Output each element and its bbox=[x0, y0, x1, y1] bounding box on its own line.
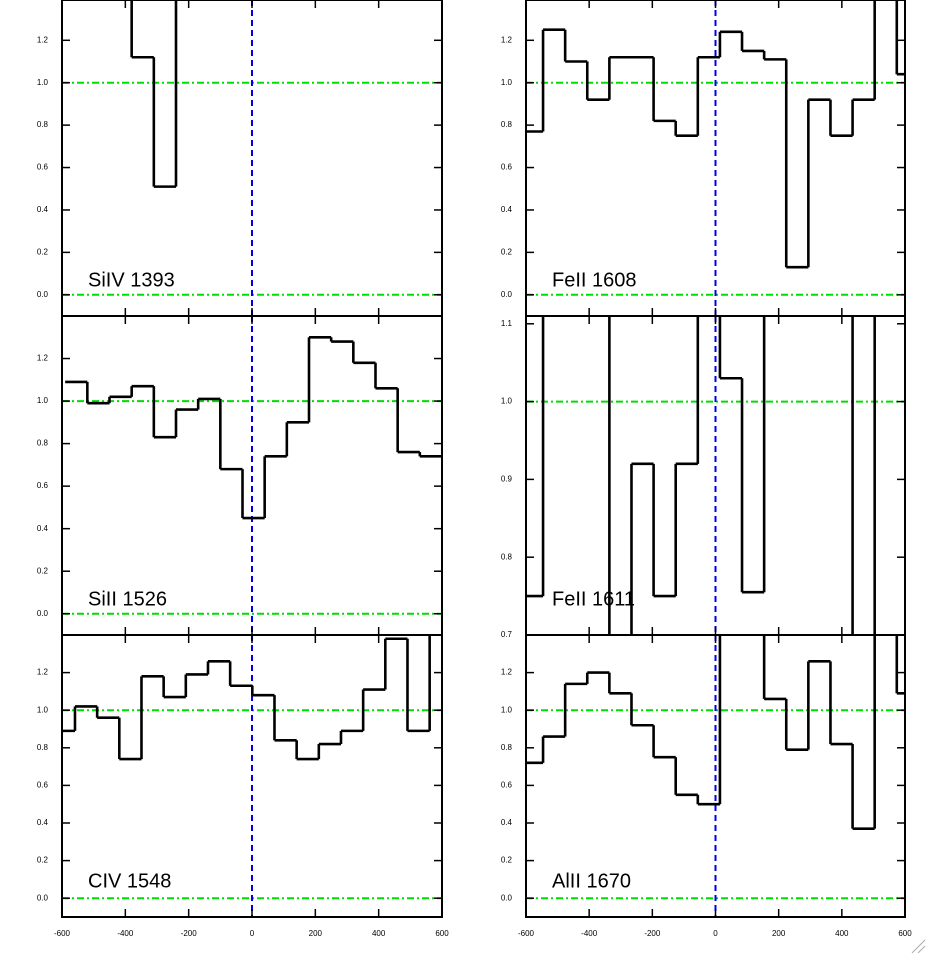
y-tick-label: 0.8 bbox=[37, 120, 49, 129]
y-tick-label: 0.8 bbox=[501, 120, 513, 129]
spectrum bbox=[65, 335, 442, 520]
x-tick-label: 200 bbox=[772, 929, 786, 938]
line-label: SiII 1526 bbox=[88, 588, 167, 610]
y-tick-label: 1.0 bbox=[37, 705, 49, 714]
x-tick-label: 200 bbox=[309, 929, 323, 938]
line-label: FeII 1608 bbox=[552, 269, 637, 291]
y-tick-label: 0.8 bbox=[37, 439, 49, 448]
spectrum bbox=[62, 635, 431, 761]
x-tick-label: 400 bbox=[372, 929, 386, 938]
line-label: FeII 1611 bbox=[552, 588, 635, 610]
x-tick-label: -400 bbox=[581, 929, 598, 938]
x-tick-label: -600 bbox=[54, 929, 71, 938]
y-tick-label: 0.2 bbox=[37, 566, 49, 575]
line-label: CIV 1548 bbox=[88, 870, 171, 892]
y-tick-label: 1.0 bbox=[501, 705, 513, 714]
y-tick-label: 1.2 bbox=[501, 668, 513, 677]
x-tick-label: 400 bbox=[835, 929, 849, 938]
y-tick-label: 0.9 bbox=[501, 474, 513, 483]
x-tick-label: -200 bbox=[644, 929, 661, 938]
y-tick-label: 1.2 bbox=[37, 35, 49, 44]
panel: 0.0 0.2 0.4 0.6 0.8 1.0 1.2 SiII 1526 bbox=[37, 315, 443, 636]
y-tick-label: 1.2 bbox=[37, 668, 49, 677]
y-tick-label: 1.0 bbox=[501, 397, 513, 406]
y-tick-label: 0.0 bbox=[501, 290, 513, 299]
y-tick-label: 1.1 bbox=[501, 319, 513, 328]
y-tick-label: 0.8 bbox=[501, 552, 513, 561]
resize-grip bbox=[911, 939, 926, 954]
panel: 0.0 0.2 0.4 0.6 0.8 1.0 1.2 SiIV 1393 bbox=[37, 0, 443, 317]
panel: 0.7 0.8 0.9 1.0 1.1 FeII 1611 bbox=[501, 315, 906, 639]
y-tick-label: 0.4 bbox=[37, 205, 49, 214]
y-tick-label: 0.0 bbox=[37, 893, 49, 902]
x-tick-label: 600 bbox=[898, 929, 912, 938]
panel: 0.0 0.2 0.4 0.6 0.8 1.0 1.2 -600 -400 -200 0 200 400… bbox=[501, 634, 912, 938]
x-tick-label: 600 bbox=[435, 929, 449, 938]
x-tick-label: -200 bbox=[181, 929, 198, 938]
y-tick-label: 0.6 bbox=[37, 481, 49, 490]
y-tick-label: 0.6 bbox=[501, 781, 513, 790]
y-tick-label: 0.6 bbox=[37, 781, 49, 790]
y-tick-label: 1.0 bbox=[501, 78, 513, 87]
x-tick-label: 0 bbox=[250, 929, 255, 938]
x-tick-label: -600 bbox=[518, 929, 535, 938]
x-tick-label: 0 bbox=[713, 929, 718, 938]
y-tick-label: 1.0 bbox=[37, 78, 49, 87]
y-tick-label: 0.0 bbox=[37, 609, 49, 618]
spectrum bbox=[526, 0, 905, 269]
y-tick-label: 0.4 bbox=[501, 205, 513, 214]
y-tick-label: 0.8 bbox=[37, 743, 49, 752]
y-tick-label: 0.0 bbox=[501, 893, 513, 902]
y-tick-label: 0.6 bbox=[501, 163, 513, 172]
spectrum bbox=[526, 635, 905, 830]
y-tick-label: 0.4 bbox=[37, 524, 49, 533]
spectrum bbox=[130, 0, 178, 188]
y-tick-label: 1.2 bbox=[37, 354, 49, 363]
y-tick-label: 0.7 bbox=[501, 630, 513, 639]
x-tick-label: -400 bbox=[117, 929, 134, 938]
y-tick-label: 0.6 bbox=[37, 163, 49, 172]
y-tick-label: 0.2 bbox=[501, 247, 513, 256]
y-tick-label: 1.0 bbox=[37, 396, 49, 405]
line-label: AlII 1670 bbox=[552, 870, 631, 892]
y-tick-label: 1.2 bbox=[501, 35, 513, 44]
y-tick-label: 0.2 bbox=[501, 856, 513, 865]
line-label: SiIV 1393 bbox=[88, 269, 175, 291]
y-tick-label: 0.2 bbox=[37, 247, 49, 256]
y-tick-label: 0.4 bbox=[501, 818, 513, 827]
y-tick-label: 0.0 bbox=[37, 290, 49, 299]
y-tick-label: 0.2 bbox=[37, 856, 49, 865]
y-tick-label: 0.8 bbox=[501, 743, 513, 752]
panel: 0.0 0.2 0.4 0.6 0.8 1.0 1.2 -600 -400 -200 0 200 400… bbox=[37, 634, 449, 938]
panel: 0.0 0.2 0.4 0.6 0.8 1.0 1.2 FeII 1608 bbox=[501, 0, 906, 317]
y-tick-label: 0.4 bbox=[37, 818, 49, 827]
